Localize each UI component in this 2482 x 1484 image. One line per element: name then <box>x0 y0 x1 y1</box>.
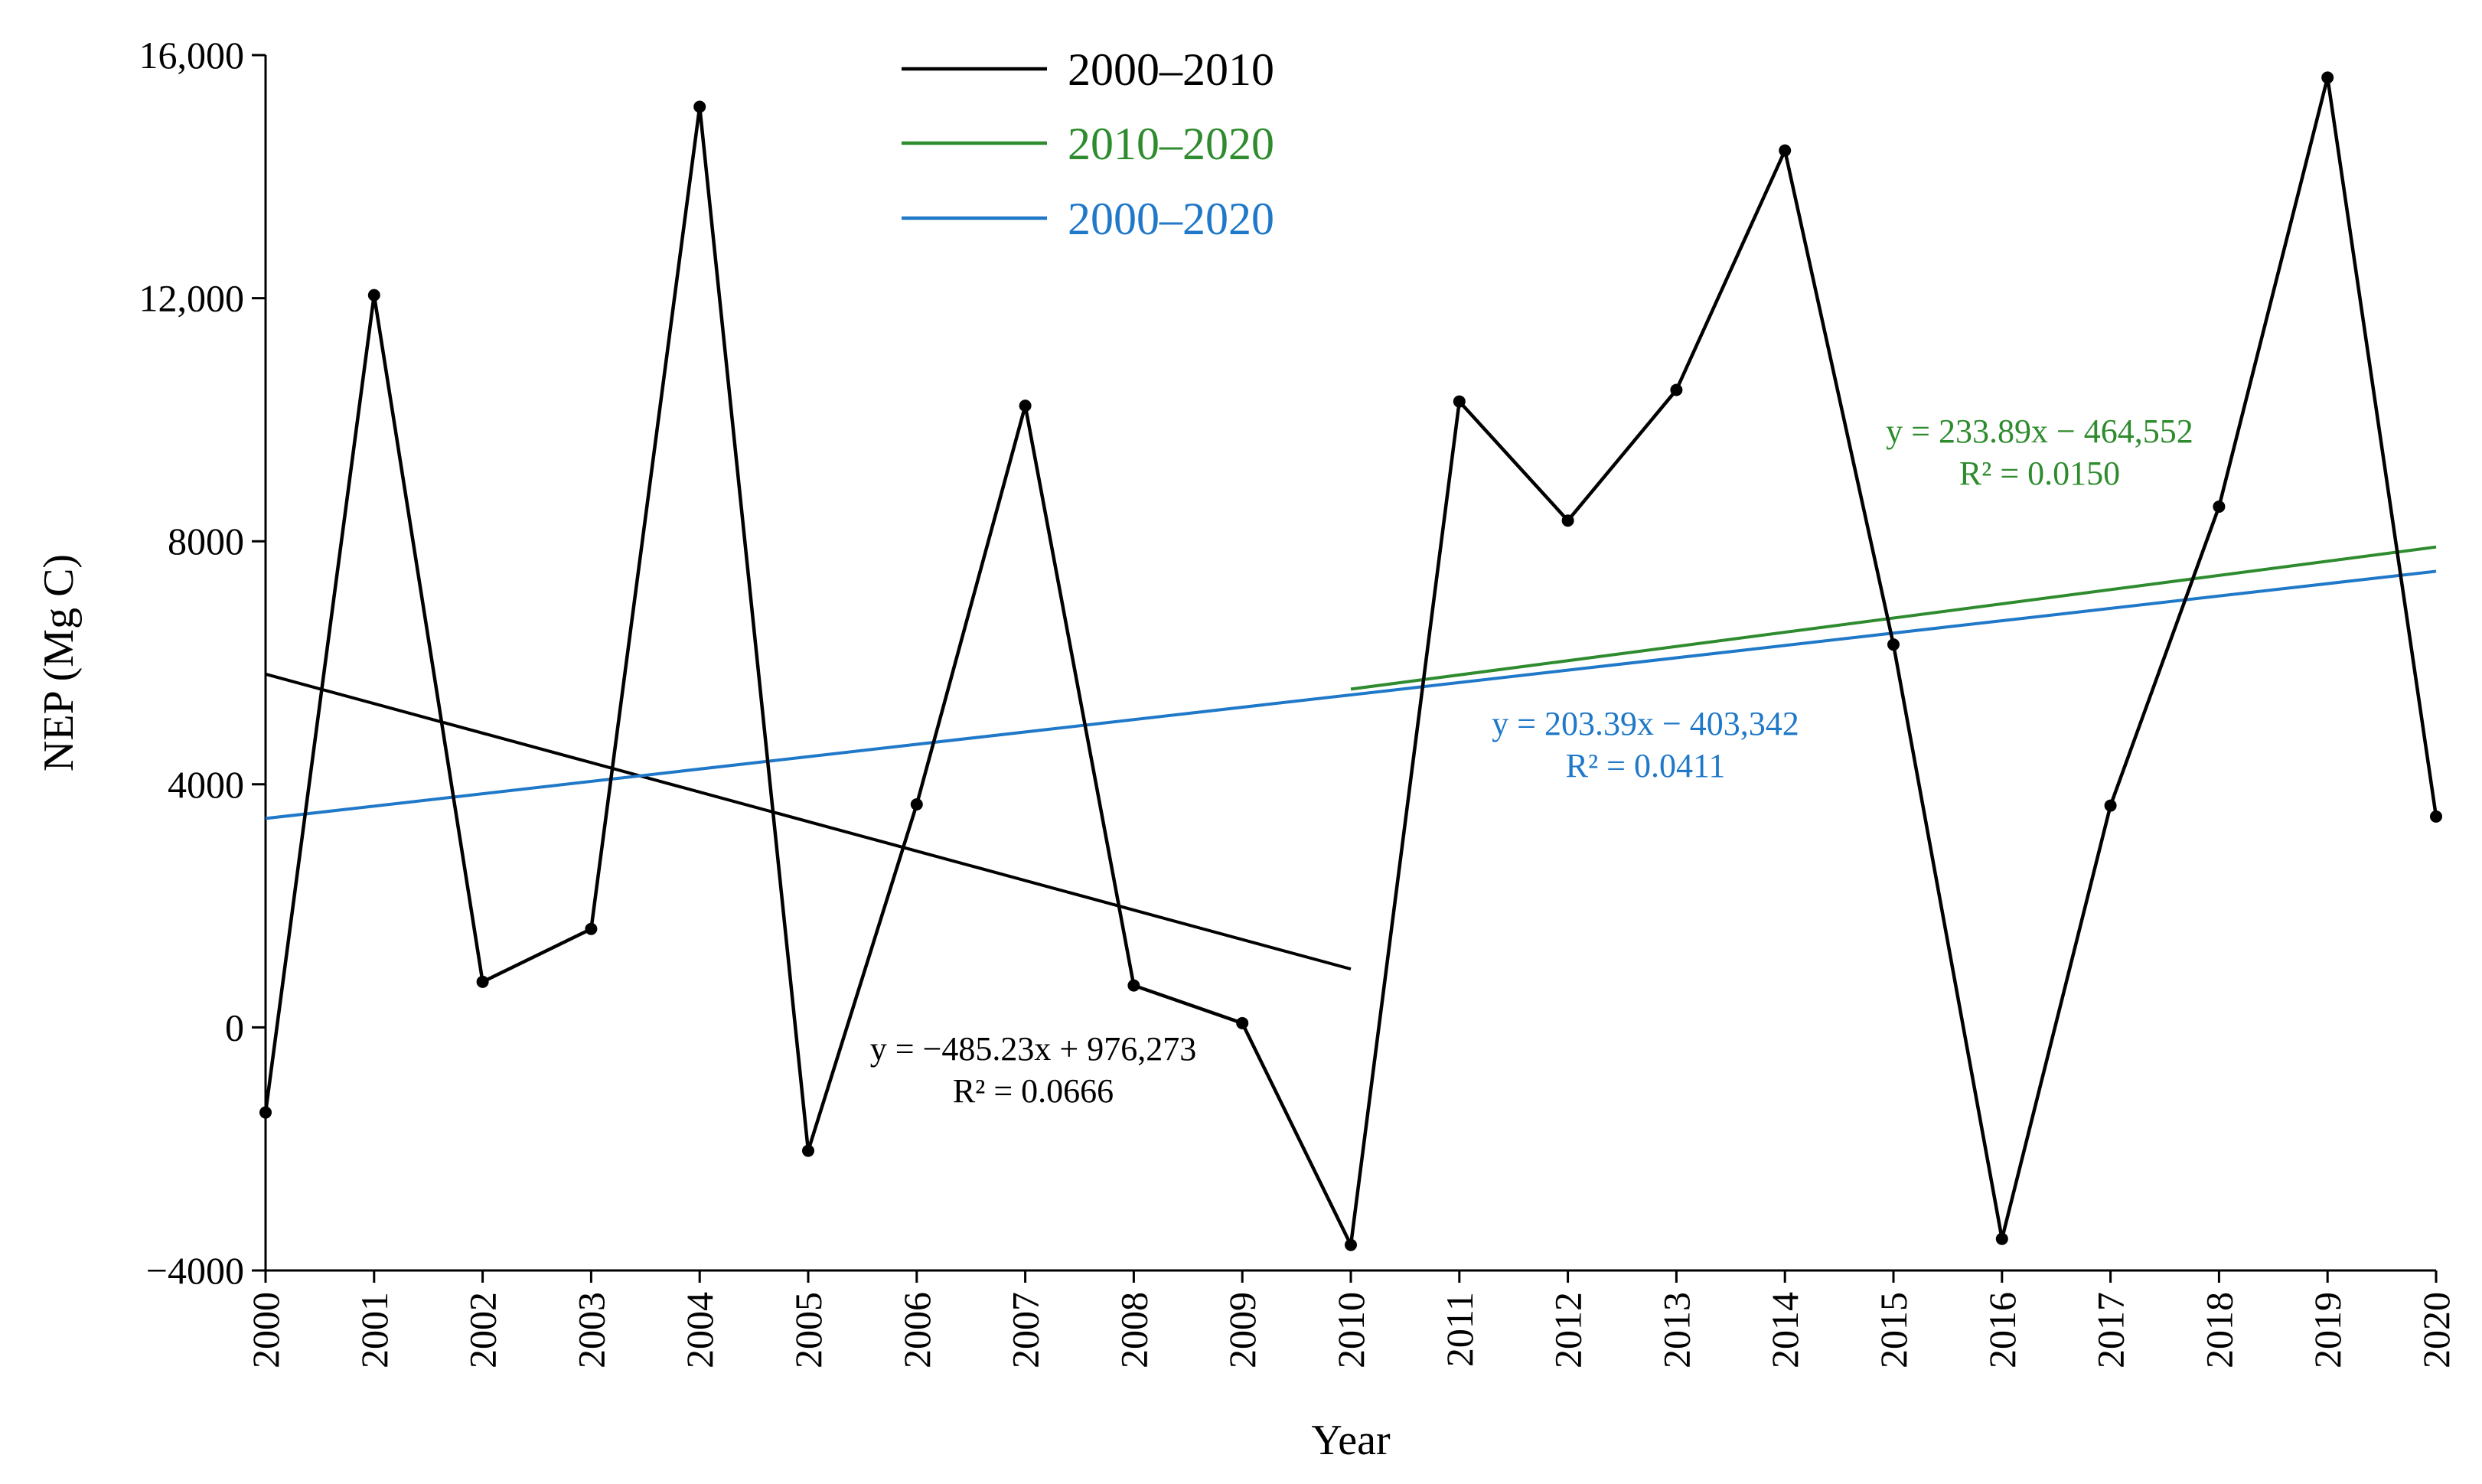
data-point <box>476 975 489 988</box>
trendline-2010-2020 <box>1350 545 2437 691</box>
x-tick-label: 2011 <box>1438 1292 1481 1367</box>
legend: 2000–2010 2010–2020 2000–2020 <box>902 44 1274 244</box>
data-point <box>910 798 923 811</box>
trend-equation: y = 203.39x − 403,342 <box>1492 705 1799 742</box>
trendline-2000-2020 <box>265 569 2437 820</box>
data-point <box>693 100 706 113</box>
data-point <box>2321 71 2334 84</box>
trend-r2: R² = 0.0666 <box>953 1072 1114 1110</box>
x-tick-label: 2000 <box>244 1292 287 1368</box>
x-tick-label: 2014 <box>1763 1292 1806 1368</box>
x-tick-label: 2001 <box>353 1292 396 1368</box>
data-point <box>1670 383 1683 396</box>
x-tick-label: 2002 <box>462 1292 504 1368</box>
axes: −4000 0 4000 8000 12,000 16,000 2000 2001 2002 20… <box>35 34 2458 1464</box>
data-point <box>1995 1232 2008 1245</box>
trend-annotations: y = −485.23x + 976,273 R² = 0.0666 y = 233… <box>870 413 2193 1110</box>
x-tick-label: 2010 <box>1329 1292 1372 1368</box>
y-tick-label: 16,000 <box>139 34 245 77</box>
data-point <box>1127 979 1140 992</box>
data-point <box>1345 1238 1357 1251</box>
series-line <box>263 77 2438 1251</box>
x-tick-label: 2006 <box>895 1292 938 1368</box>
x-tick-label: 2004 <box>678 1292 721 1368</box>
x-tick-label: 2009 <box>1221 1292 1264 1368</box>
data-series <box>259 71 2442 1251</box>
x-tick-label: 2015 <box>1872 1292 1915 1368</box>
trendline-2000-2010 <box>265 672 1352 971</box>
trend-equation: y = −485.23x + 976,273 <box>870 1030 1196 1068</box>
x-tick-label: 2008 <box>1112 1292 1155 1368</box>
legend-label: 2000–2010 <box>1068 44 1274 95</box>
x-tick-label: 2019 <box>2306 1292 2349 1368</box>
x-tick-label: 2005 <box>787 1292 830 1368</box>
data-point <box>1236 1016 1249 1029</box>
x-tick-label: 2013 <box>1655 1292 1698 1368</box>
data-point <box>802 1144 814 1157</box>
x-tick-label: 2016 <box>1981 1292 2024 1368</box>
trend-r2: R² = 0.0150 <box>1959 455 2120 492</box>
y-tick-label: −4000 <box>146 1249 244 1292</box>
data-point <box>367 289 380 302</box>
data-point <box>1561 514 1574 527</box>
trendlines <box>265 545 2437 971</box>
data-point <box>1453 395 1466 408</box>
x-tick-label: 2003 <box>569 1292 612 1368</box>
y-tick-label: 8000 <box>168 520 244 563</box>
x-tick-label: 2012 <box>1547 1292 1590 1368</box>
data-point <box>2104 799 2117 812</box>
y-tick-label: 0 <box>225 1006 244 1049</box>
data-point <box>259 1106 272 1119</box>
y-tick-label: 12,000 <box>139 277 245 320</box>
x-tick-label: 2020 <box>2415 1292 2458 1368</box>
data-point <box>585 922 598 935</box>
data-point <box>1887 638 1900 651</box>
x-tick-label: 2018 <box>2197 1292 2240 1368</box>
legend-label: 2000–2020 <box>1068 194 1274 244</box>
y-tick-label: 4000 <box>168 763 244 806</box>
legend-label: 2010–2020 <box>1068 119 1274 169</box>
data-point <box>2430 810 2442 823</box>
trend-equation: y = 233.89x − 464,552 <box>1886 413 2193 450</box>
data-point <box>2213 500 2226 513</box>
data-point <box>1019 400 1032 413</box>
data-point <box>1779 144 1792 157</box>
y-axis-title: NEP (Mg C) <box>35 554 83 771</box>
trend-r2: R² = 0.0411 <box>1566 747 1726 784</box>
x-tick-label: 2007 <box>1004 1292 1047 1368</box>
x-tick-label: 2017 <box>2089 1292 2132 1368</box>
x-axis-title: Year <box>1311 1417 1391 1464</box>
